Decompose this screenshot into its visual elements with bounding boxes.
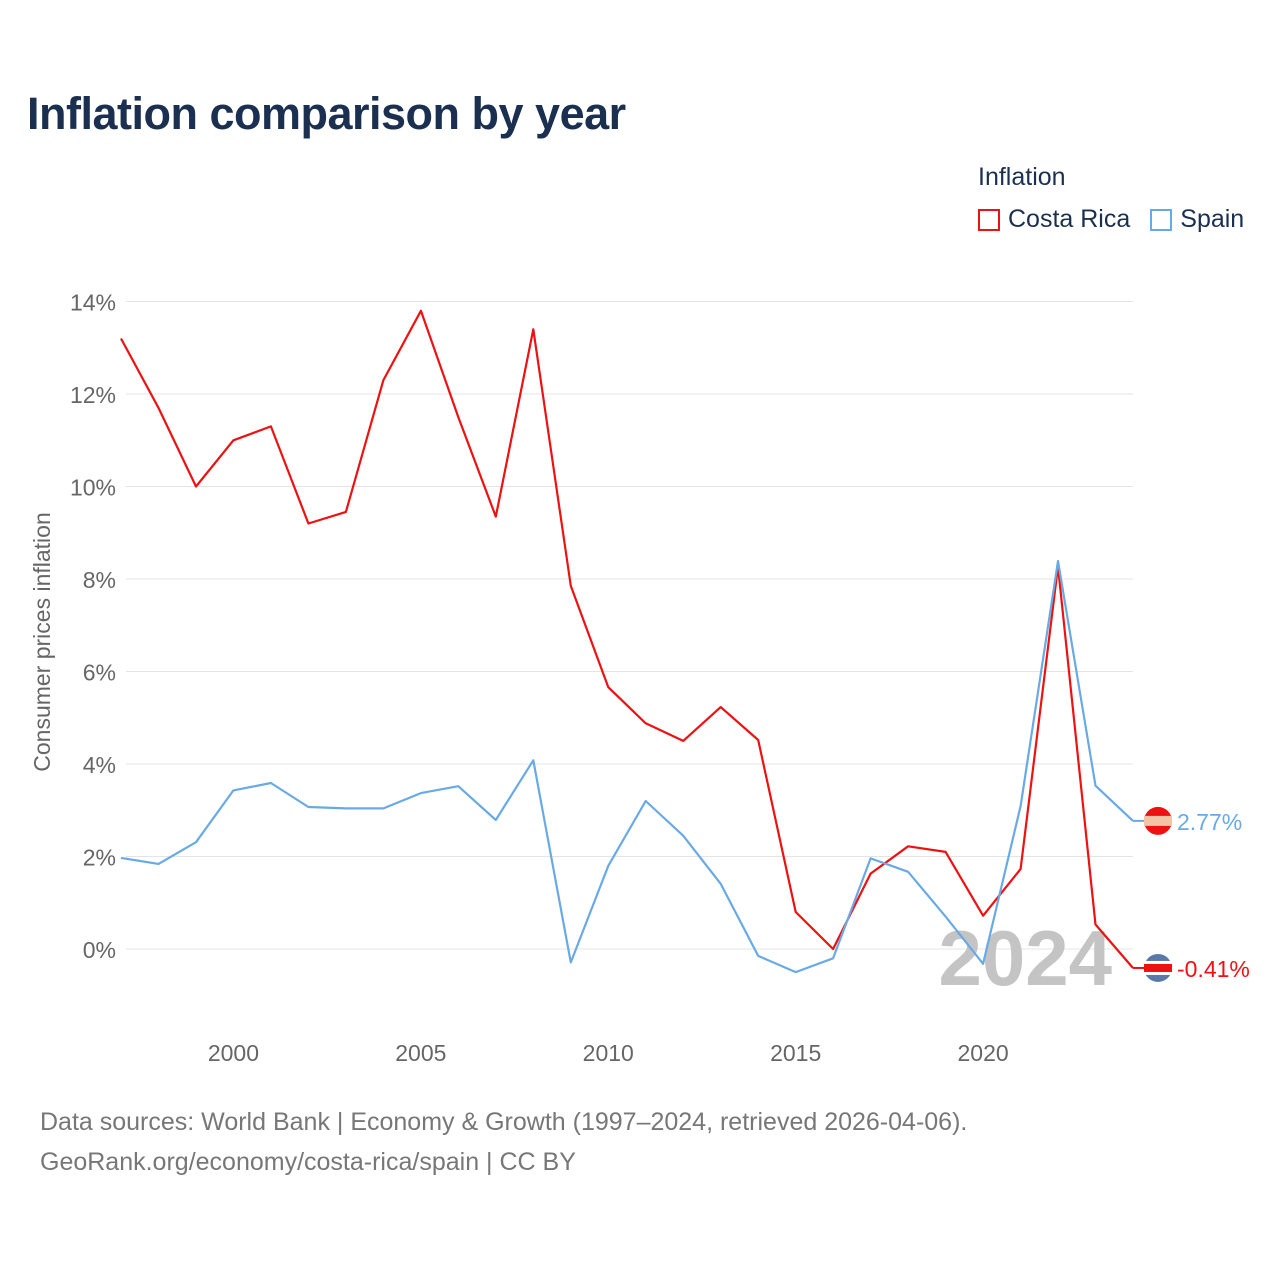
y-tick-label: 12% — [70, 382, 116, 408]
spain-flag-stripe — [1144, 815, 1172, 826]
end-value-label-spain: 2.77% — [1177, 809, 1242, 835]
x-tick-label: 2000 — [208, 1040, 259, 1066]
year-watermark: 2024 — [938, 914, 1112, 1002]
y-tick-label: 14% — [70, 290, 116, 316]
legend-title: Inflation — [978, 163, 1066, 191]
y-tick-label: 6% — [83, 660, 116, 686]
y-tick-label: 4% — [83, 752, 116, 778]
x-tick-label: 2015 — [770, 1040, 821, 1066]
y-axis-title: Consumer prices inflation — [29, 512, 55, 772]
x-tick-label: 2005 — [395, 1040, 446, 1066]
end-value-label-costa-rica: -0.41% — [1177, 956, 1250, 982]
footer-sources: Data sources: World Bank | Economy & Gro… — [40, 1108, 968, 1136]
series-line-costa-rica — [120, 309, 1134, 969]
chart-title: Inflation comparison by year — [27, 88, 626, 139]
y-tick-label: 10% — [70, 475, 116, 501]
footer-credit: GeoRank.org/economy/costa-rica/spain | C… — [40, 1148, 576, 1176]
costa-rica-flag-red — [1144, 963, 1172, 972]
legend-swatch-costa-rica — [978, 208, 1000, 231]
legend-label-spain: Spain — [1180, 205, 1245, 233]
y-tick-label: 0% — [83, 937, 116, 963]
legend-item-costa-rica[interactable]: Costa Rica — [978, 205, 1130, 234]
legend-item-spain[interactable]: Spain — [1150, 205, 1244, 234]
series-line-spain — [120, 559, 1134, 974]
legend-label-costa-rica: Costa Rica — [1008, 205, 1131, 233]
y-tick-label: 8% — [83, 567, 116, 593]
x-tick-label: 2020 — [957, 1040, 1008, 1066]
x-tick-label: 2010 — [583, 1040, 634, 1066]
y-tick-label: 2% — [83, 845, 116, 871]
legend: Costa Rica Spain — [978, 205, 1244, 234]
legend-swatch-spain — [1150, 208, 1173, 231]
